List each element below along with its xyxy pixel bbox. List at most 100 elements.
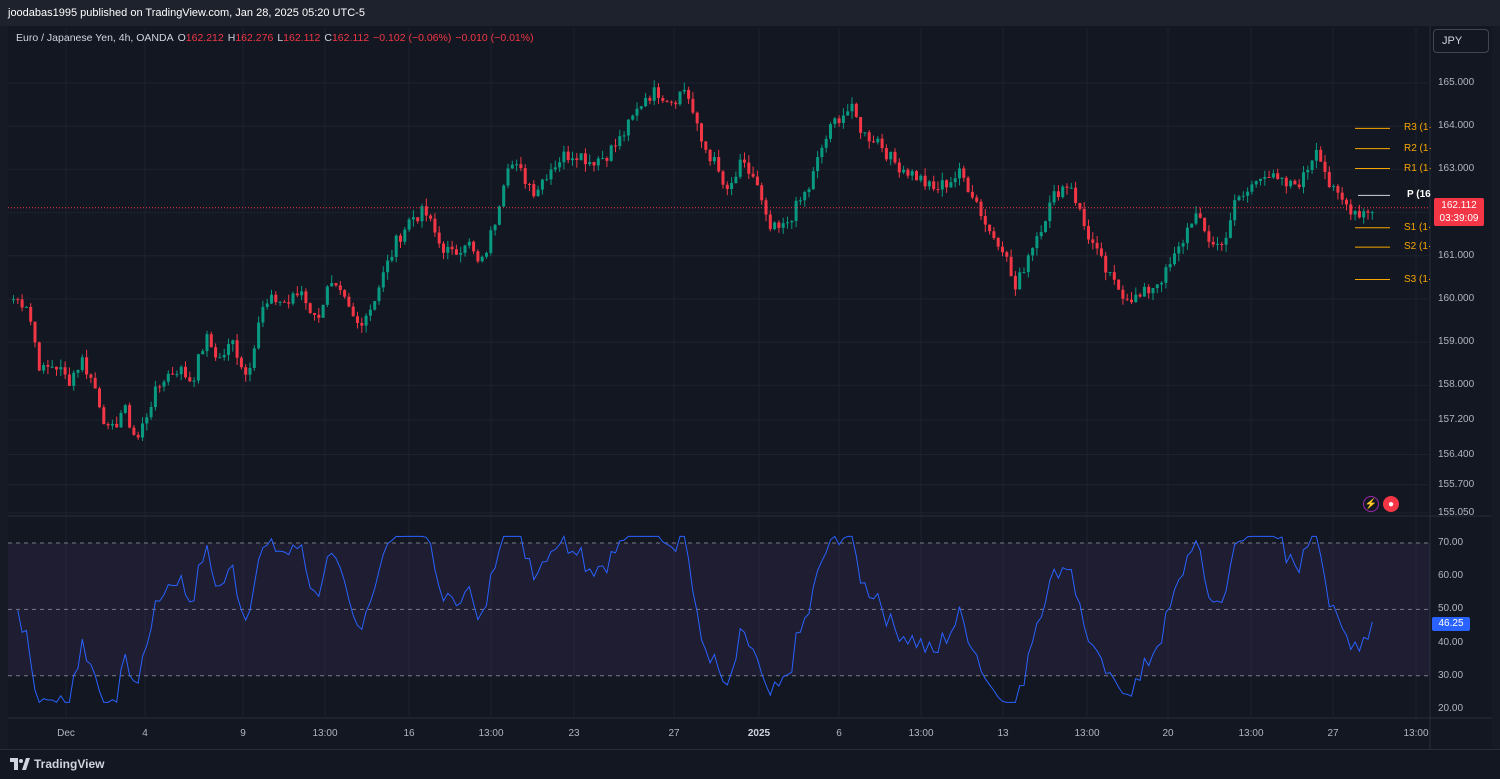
candle: [12, 295, 15, 304]
candle: [188, 371, 192, 383]
candle-body: [558, 162, 562, 168]
candle-body: [712, 157, 716, 162]
candle: [970, 185, 974, 200]
candle: [846, 104, 850, 116]
candle-body: [829, 124, 832, 139]
candle: [407, 217, 411, 233]
candle: [794, 196, 798, 228]
candle-body: [1310, 160, 1314, 171]
candle-body: [1250, 184, 1254, 192]
candle: [1026, 253, 1030, 278]
candle: [1074, 181, 1078, 206]
candle: [231, 339, 235, 352]
candle: [145, 413, 149, 431]
candle: [1259, 178, 1262, 186]
candle-body: [605, 158, 609, 161]
price-tick: 163.000: [1438, 163, 1475, 175]
price-tick: 160.000: [1438, 293, 1475, 304]
close-label: C: [324, 32, 332, 44]
chart-frame[interactable]: [8, 26, 1492, 749]
candle-body: [523, 168, 527, 184]
price-tick: 155.050: [1438, 506, 1475, 518]
candle-body: [16, 299, 20, 301]
candle-body: [1306, 170, 1310, 173]
tv-logo-icon: [10, 758, 30, 770]
candle: [528, 182, 531, 192]
record-icon[interactable]: ●: [1383, 496, 1399, 512]
candle: [1353, 210, 1357, 221]
candle-body: [123, 405, 127, 413]
candle: [270, 289, 273, 305]
rsi-tick: 70.00: [1438, 537, 1464, 548]
candle: [360, 317, 364, 333]
bar-countdown: 03:39:09: [1439, 213, 1479, 224]
candle: [1289, 179, 1293, 189]
candle: [691, 92, 695, 115]
candle: [132, 425, 136, 436]
candle: [1198, 207, 1202, 219]
candle-body: [231, 340, 235, 345]
candle-body: [919, 175, 923, 181]
candle: [480, 255, 484, 263]
candle: [1031, 247, 1035, 262]
candle-body: [549, 169, 553, 180]
candle-body: [175, 374, 179, 376]
candle: [265, 298, 269, 310]
candle-body: [1164, 267, 1168, 283]
candle: [442, 241, 445, 260]
time-tick: Dec: [57, 728, 75, 739]
candle-body: [910, 171, 914, 176]
candle-body: [239, 357, 243, 368]
candle-body: [347, 296, 351, 307]
candle: [601, 150, 605, 160]
candle: [1087, 219, 1090, 244]
candle: [652, 80, 656, 106]
symbol-name[interactable]: Euro / Japanese Yen, 4h, OANDA: [16, 32, 174, 44]
candle: [437, 226, 441, 248]
candle-body: [1254, 181, 1258, 185]
candle: [1022, 267, 1026, 274]
candle: [811, 166, 815, 190]
candle-body: [1044, 221, 1047, 233]
candle-body: [687, 89, 691, 99]
candle-body: [1203, 217, 1207, 232]
candle-body: [945, 180, 949, 188]
candle-body: [540, 179, 544, 190]
candle-body: [695, 112, 699, 124]
candle: [128, 402, 132, 429]
candle-body: [102, 407, 106, 425]
candle: [274, 291, 278, 306]
candle-body: [1022, 272, 1026, 274]
time-tick: 13: [997, 728, 1009, 739]
candle: [841, 108, 845, 129]
candle: [394, 234, 398, 263]
candle-body: [317, 314, 321, 318]
symbol-legend[interactable]: Euro / Japanese Yen, 4h, OANDA O162.212 …: [16, 32, 534, 44]
tradingview-logo[interactable]: TradingView: [10, 757, 104, 771]
candle: [136, 431, 140, 440]
candle: [665, 99, 669, 103]
candle: [902, 165, 906, 175]
candle: [1280, 177, 1284, 186]
candle: [1168, 257, 1172, 272]
candle-body: [940, 180, 944, 190]
lightning-icon[interactable]: ⚡: [1363, 496, 1379, 512]
candle: [1276, 168, 1280, 180]
candle: [575, 152, 579, 168]
candle-body: [876, 138, 880, 143]
candle-body: [304, 291, 308, 304]
candle: [76, 369, 80, 378]
candle: [983, 209, 987, 233]
time-tick: 27: [1327, 728, 1339, 739]
candle: [261, 300, 265, 327]
candle: [184, 361, 187, 379]
currency-button[interactable]: JPY: [1433, 29, 1489, 53]
candle: [605, 156, 609, 168]
candle: [330, 275, 334, 287]
candle: [1246, 187, 1250, 203]
candle-body: [1181, 243, 1185, 247]
candle-body: [579, 153, 583, 161]
candle-body: [1353, 210, 1357, 215]
candle: [721, 169, 725, 189]
